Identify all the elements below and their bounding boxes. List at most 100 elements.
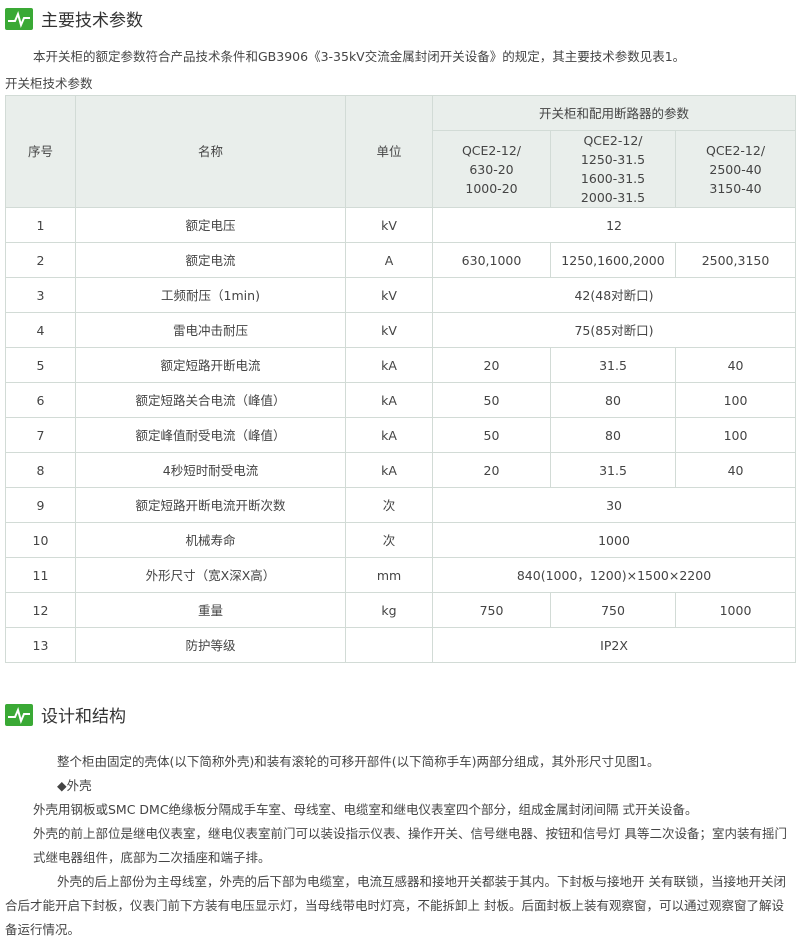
model-line: 630-20 bbox=[469, 161, 514, 177]
icon bbox=[5, 703, 33, 726]
cell-value: 840(1000，1200)×1500×2200 bbox=[431, 557, 797, 593]
table-row: 6 额定短路关合电流（峰值） kA 50 80 100 bbox=[5, 382, 797, 418]
cell-value: IP2X bbox=[431, 627, 797, 663]
section-title: 主要技术参数 bbox=[41, 11, 143, 31]
cell-unit: kA bbox=[345, 347, 433, 383]
cell-unit: kA bbox=[345, 417, 433, 453]
header-cell: 单位 bbox=[345, 95, 433, 208]
cell-name: 额定电压 bbox=[75, 207, 346, 243]
cell-value: 750 bbox=[550, 592, 676, 628]
model-line: 2500-40 bbox=[709, 161, 762, 177]
cell-value: 42(48对断口) bbox=[431, 277, 797, 313]
cell-value: 12 bbox=[431, 207, 797, 243]
paragraph: 外壳的前上部位是继电仪表室，继电仪表室前门可以装设指示仪表、操作开关、信号继电器… bbox=[33, 826, 787, 865]
model-line: 1000-20 bbox=[465, 180, 518, 196]
table-body: 1 额定电压 kV 12 2 额定电流 A 630,1000 1250,1600,2000 250… bbox=[5, 207, 797, 663]
cell-unit: A bbox=[345, 242, 433, 278]
cell-value: 30 bbox=[431, 487, 797, 523]
cell-unit: kV bbox=[345, 207, 433, 243]
cell-value: 31.5 bbox=[550, 452, 676, 488]
cell-unit: mm bbox=[345, 557, 433, 593]
cell-no: 12 bbox=[5, 592, 76, 628]
intro: 本开关柜的额定参数符合产品技术条件和GB3906《3-35kV交流金属封闭开关设… bbox=[33, 49, 686, 64]
cell-value: 40 bbox=[674, 452, 797, 488]
cell-value: 75(85对断口) bbox=[431, 312, 797, 348]
cell-value: 50 bbox=[432, 417, 551, 453]
cell-value: 1000 bbox=[674, 592, 797, 628]
paragraph: 整个柜由固定的壳体(以下简称外壳)和装有滚轮的可移开部件(以下简称手车)两部分组… bbox=[57, 754, 660, 769]
table-row: 7 额定峰值耐受电流（峰值） kA 50 80 100 bbox=[5, 417, 797, 453]
cell-no: 2 bbox=[5, 242, 76, 278]
model-line: QCE2-12/ bbox=[705, 142, 766, 158]
paragraph: 外壳的后上部份为主母线室，外壳的后下部为电缆室，电流互感器和接地开关都装于其内。… bbox=[5, 874, 786, 937]
header-cell: QCE2-12/1250-31.5 1600-31.5 2000-31.5 bbox=[550, 130, 676, 208]
cell-value: 80 bbox=[550, 382, 676, 418]
cell-no: 8 bbox=[5, 452, 76, 488]
cell-name: 额定短路开断电流 bbox=[75, 347, 346, 383]
cell-unit bbox=[345, 627, 433, 663]
table-row: 8 4秒短时耐受电流 kA 20 31.5 40 bbox=[5, 452, 797, 488]
cell-name: 重量 bbox=[75, 592, 346, 628]
cell-value: 2500,3150 bbox=[674, 242, 797, 278]
cell-no: 1 bbox=[5, 207, 76, 243]
table-caption: 开关柜技术参数 bbox=[5, 76, 93, 91]
header-cell: QCE2-12/630-20 1000-20 bbox=[432, 130, 551, 208]
spec-table: 序号 名称 单位 开关柜和配用断路器的参数 QCE2-12/630-20 1000… bbox=[5, 95, 797, 663]
table-row: 2 额定电流 A 630,1000 1250,1600,2000 2500,3150 bbox=[5, 242, 797, 278]
cell-name: 额定峰值耐受电流（峰值） bbox=[75, 417, 346, 453]
model-line: 3150-40 bbox=[709, 180, 762, 196]
cell-value: 31.5 bbox=[550, 347, 676, 383]
cell-unit: kA bbox=[345, 382, 433, 418]
cell-unit: 次 bbox=[345, 522, 433, 558]
cell-no: 7 bbox=[5, 417, 76, 453]
header-cell: QCE2-12/2500-40 3150-40 bbox=[674, 130, 797, 208]
table-row: 11 外形尺寸（宽X深X高） mm 840(1000，1200)×1500×2200 bbox=[5, 557, 797, 593]
cell-unit: 次 bbox=[345, 487, 433, 523]
model-line: QCE2-12/ bbox=[461, 142, 522, 158]
header-cell: 开关柜和配用断路器的参数 bbox=[431, 95, 797, 131]
cell-name: 机械寿命 bbox=[75, 522, 346, 558]
cell-value: 100 bbox=[674, 382, 797, 418]
table-row: 13 防护等级 IP2X bbox=[5, 627, 797, 663]
table-row: 4 雷电冲击耐压 kV 75(85对断口) bbox=[5, 312, 797, 348]
cell-value: 630,1000 bbox=[432, 242, 551, 278]
cell-unit: kg bbox=[345, 592, 433, 628]
body-text: 整个柜由固定的壳体(以下简称外壳)和装有滚轮的可移开部件(以下简称手车)两部分组… bbox=[0, 750, 795, 942]
table-row: 5 额定短路开断电流 kA 20 31.5 40 bbox=[5, 347, 797, 383]
section-title: 设计和结构 bbox=[41, 707, 126, 727]
cell-name: 防护等级 bbox=[75, 627, 346, 663]
cell-no: 6 bbox=[5, 382, 76, 418]
cell-value: 1250,1600,2000 bbox=[550, 242, 676, 278]
cell-no: 13 bbox=[5, 627, 76, 663]
paragraph: ◆外壳 bbox=[57, 778, 92, 793]
cell-name: 雷电冲击耐压 bbox=[75, 312, 346, 348]
table-row: 10 机械寿命次 1000 bbox=[5, 522, 797, 558]
model-line: 1250-31.5 bbox=[580, 152, 646, 167]
cell-no: 10 bbox=[5, 522, 76, 558]
cell-name: 额定短路关合电流（峰值） bbox=[75, 382, 346, 418]
cell-name: 工频耐压（1min) bbox=[75, 277, 346, 313]
cell-value: 100 bbox=[674, 417, 797, 453]
cell-no: 4 bbox=[5, 312, 76, 348]
cell-name: 外形尺寸（宽X深X高） bbox=[75, 557, 346, 593]
cell-value: 40 bbox=[674, 347, 797, 383]
model-line: QCE2-12/ bbox=[583, 133, 643, 148]
cell-name: 4秒短时耐受电流 bbox=[75, 452, 346, 488]
cell-unit: kA bbox=[345, 452, 433, 488]
cell-value: 750 bbox=[432, 592, 551, 628]
icon bbox=[5, 7, 33, 30]
cell-name: 额定电流 bbox=[75, 242, 346, 278]
header-cell: 名称 bbox=[75, 95, 346, 208]
paragraph: 外壳用钢板或SMC DMC绝缘板分隔成手车室、母线室、电缆室和继电仪表室四个部分… bbox=[33, 802, 698, 817]
model-line: 2000-31.5 bbox=[580, 190, 646, 205]
cell-unit: kV bbox=[345, 277, 433, 313]
cell-name: 额定短路开断电流开断次数 bbox=[75, 487, 346, 523]
table-row: 12 重量 kg 750 750 1000 bbox=[5, 592, 797, 628]
cell-value: 20 bbox=[432, 452, 551, 488]
cell-value: 1000 bbox=[431, 522, 797, 558]
table-header: 序号 名称 单位 开关柜和配用断路器的参数 QCE2-12/630-20 1000… bbox=[5, 95, 797, 208]
cell-value: 80 bbox=[550, 417, 676, 453]
section-header: 设计和结构 bbox=[5, 702, 126, 727]
cell-no: 5 bbox=[5, 347, 76, 383]
cell-value: 20 bbox=[432, 347, 551, 383]
